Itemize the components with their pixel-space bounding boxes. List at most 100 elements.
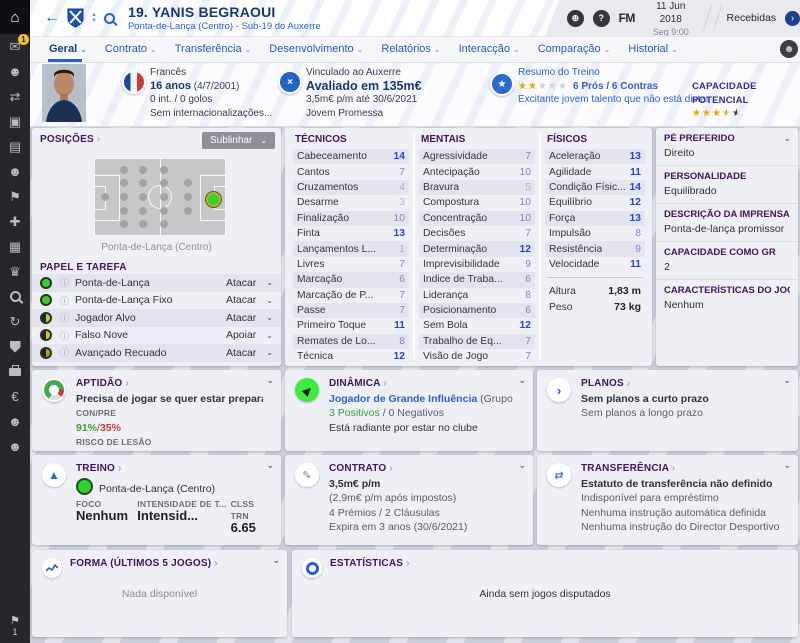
training-summary-label[interactable]: Resumo do Treino <box>518 67 600 78</box>
sidebar-item-training[interactable]: ⚑ <box>0 184 30 209</box>
sidebar-item-reports[interactable]: ▤ <box>0 134 30 159</box>
role-duty-dropdown[interactable]: Atacar ⌄ <box>226 294 273 306</box>
tab-desenvolvimento[interactable]: Desenvolvimento ⌄ <box>260 36 372 62</box>
chevron-down-icon[interactable]: ⌄ <box>272 555 280 565</box>
sidebar-item-home[interactable]: ⌂ <box>0 0 30 34</box>
roles-title[interactable]: PAPEL E TAREFA <box>40 262 127 273</box>
form-empty-text: Nada disponível <box>121 587 198 600</box>
chevron-down-icon[interactable]: ⌄ <box>266 460 274 470</box>
conpre-values: 91%/35% <box>76 421 121 434</box>
position-dot <box>159 165 168 174</box>
sidebar-item-staff[interactable]: ☻ <box>0 159 30 184</box>
sidebar-item-club[interactable] <box>0 334 30 359</box>
sidebar-item-squad[interactable]: ☻ <box>0 59 30 84</box>
attribute-value: 11 <box>630 258 641 270</box>
plans-title[interactable]: PLANOS › <box>581 378 631 389</box>
profile-panel: ⌄ PÉ PREFERIDO Direito PERSONALIDADE Equili… <box>656 128 798 366</box>
tab-geral[interactable]: Geral ⌄ <box>40 36 96 62</box>
attribute-name: Marcação de P... <box>297 289 374 301</box>
attribute-value: 6 <box>525 305 531 317</box>
sidebar-item-coach[interactable]: ☻ <box>0 434 30 459</box>
star-fill: ★ <box>702 109 711 119</box>
chevron-down-icon[interactable]: ⌄ <box>783 133 791 143</box>
tab-historial[interactable]: Historial ⌄ <box>619 36 686 62</box>
info-icon[interactable]: ⓘ <box>60 313 70 324</box>
briefcase-icon <box>9 364 21 376</box>
fm-logo[interactable]: FM <box>618 11 636 25</box>
positives: 3 Positivos <box>329 407 380 419</box>
prev-next-player-buttons[interactable]: ▲ ▼ <box>91 12 97 24</box>
attribute-value: 12 <box>519 243 531 255</box>
tab-relatórios[interactable]: Relatórios ⌄ <box>372 36 449 62</box>
attribute-value: 7 <box>399 305 405 317</box>
form-title[interactable]: FORMA (ÚLTIMOS 5 JOGOS) › <box>70 558 218 569</box>
inbox-button[interactable]: Recebidas <box>726 12 777 24</box>
add-person-icon[interactable]: ☻ <box>780 40 798 58</box>
influence-link[interactable]: Jogador de Grande Influência <box>329 392 478 405</box>
sidebar-item-sync[interactable]: ↻ <box>0 309 30 334</box>
sidebar-item-schedule[interactable]: ▦ <box>0 234 30 259</box>
attribute-value: 7 <box>525 335 531 347</box>
contract-title[interactable]: CONTRATO › <box>329 463 393 474</box>
club-link[interactable]: Vinculado ao Auxerre <box>306 67 401 78</box>
stats-title[interactable]: ESTATÍSTICAS › <box>330 558 410 569</box>
sidebar-item-manager[interactable]: ☻ <box>0 409 30 434</box>
sidebar-item-scouting[interactable]: ▣ <box>0 109 30 134</box>
club-crest-icon[interactable] <box>67 8 84 28</box>
attribute-name: Passe <box>297 305 326 317</box>
fitness-title[interactable]: APTIDÃO › <box>76 378 129 389</box>
chevron-down-icon[interactable]: ⌄ <box>518 460 526 470</box>
position-dot <box>159 206 168 215</box>
position-dot <box>138 165 147 174</box>
position-dot <box>183 179 192 188</box>
attribute-name: Força <box>549 212 576 224</box>
back-button[interactable]: ← <box>44 9 60 26</box>
search-icon[interactable] <box>103 12 115 24</box>
plans-panel: ⌄ › PLANOS › Sem planos a curto prazo Se… <box>537 370 798 451</box>
star-icon: ★ ★ <box>722 109 732 119</box>
info-icon[interactable]: ⓘ <box>60 330 70 341</box>
long-term-plan: Sem planos a longo prazo <box>581 407 703 419</box>
chevron-down-icon: ⌄ <box>80 44 87 54</box>
sidebar-item-competitions[interactable]: ♛ <box>0 259 30 284</box>
tab-transferência[interactable]: Transferência ⌄ <box>166 36 261 62</box>
underline-dropdown[interactable]: Sublinhar ⌄ <box>202 132 275 149</box>
sidebar-item-medical[interactable]: ✚ <box>0 209 30 234</box>
info-icon[interactable]: ⓘ <box>60 278 70 289</box>
position-dot <box>100 193 109 201</box>
attribute-value: 12 <box>519 320 531 332</box>
role-duty-dropdown[interactable]: Apoiar ⌄ <box>226 329 273 341</box>
role-duty-dropdown[interactable]: Atacar ⌄ <box>226 277 273 289</box>
positions-title[interactable]: POSIÇÕES › <box>40 134 101 145</box>
social-group: (Grupo Social... <box>480 392 515 405</box>
sidebar-bottom-badge[interactable]: ⚑ 1 <box>0 614 30 637</box>
sidebar-item-finances[interactable]: € <box>0 384 30 409</box>
page-subtitle: Ponta-de-Lança (Centro) - Sub-19 do Auxe… <box>127 21 321 32</box>
attribute-row: Equilíbrio 12 <box>545 195 645 210</box>
dynamics-title[interactable]: DINÂMICA › <box>329 378 387 389</box>
chevron-down-icon[interactable]: ⌄ <box>518 375 526 385</box>
attribute-value: 7 <box>399 166 405 178</box>
role-duty-dropdown[interactable]: Atacar ⌄ <box>226 312 273 324</box>
star-fill: ★ <box>518 81 527 92</box>
info-icon[interactable]: ⓘ <box>60 348 70 359</box>
sidebar-item-job[interactable] <box>0 359 30 384</box>
world-icon[interactable]: ⊕ <box>567 9 584 27</box>
sidebar-item-inbox[interactable]: ✉ 1 <box>0 34 30 59</box>
sidebar-item-transfers[interactable]: ⇄ <box>0 84 30 109</box>
info-icon[interactable]: ⓘ <box>60 295 70 306</box>
chevron-down-icon: ▼ <box>91 18 97 24</box>
role-duty-dropdown[interactable]: Atacar ⌄ <box>226 347 273 359</box>
tab-interacção[interactable]: Interacção ⌄ <box>450 36 529 62</box>
training-summary-column: Resumo do Treino ★ ★ ★ ★ ★★★ 6 Prós / 6 Cont… <box>518 66 708 107</box>
sidebar-item-search[interactable] <box>0 284 30 309</box>
chevron-down-icon[interactable]: ⌄ <box>783 460 791 470</box>
help-icon[interactable]: ? <box>592 9 610 27</box>
tab-contrato[interactable]: Contrato ⌄ <box>96 36 166 62</box>
continue-icon[interactable]: › <box>785 10 800 26</box>
training-title[interactable]: TREINO › <box>76 463 122 474</box>
chevron-down-icon[interactable]: ⌄ <box>783 375 791 385</box>
transfer-title[interactable]: TRANSFERÊNCIA › <box>581 463 676 474</box>
chevron-down-icon[interactable]: ⌄ <box>266 375 274 385</box>
tab-comparação[interactable]: Comparação ⌄ <box>529 36 620 62</box>
